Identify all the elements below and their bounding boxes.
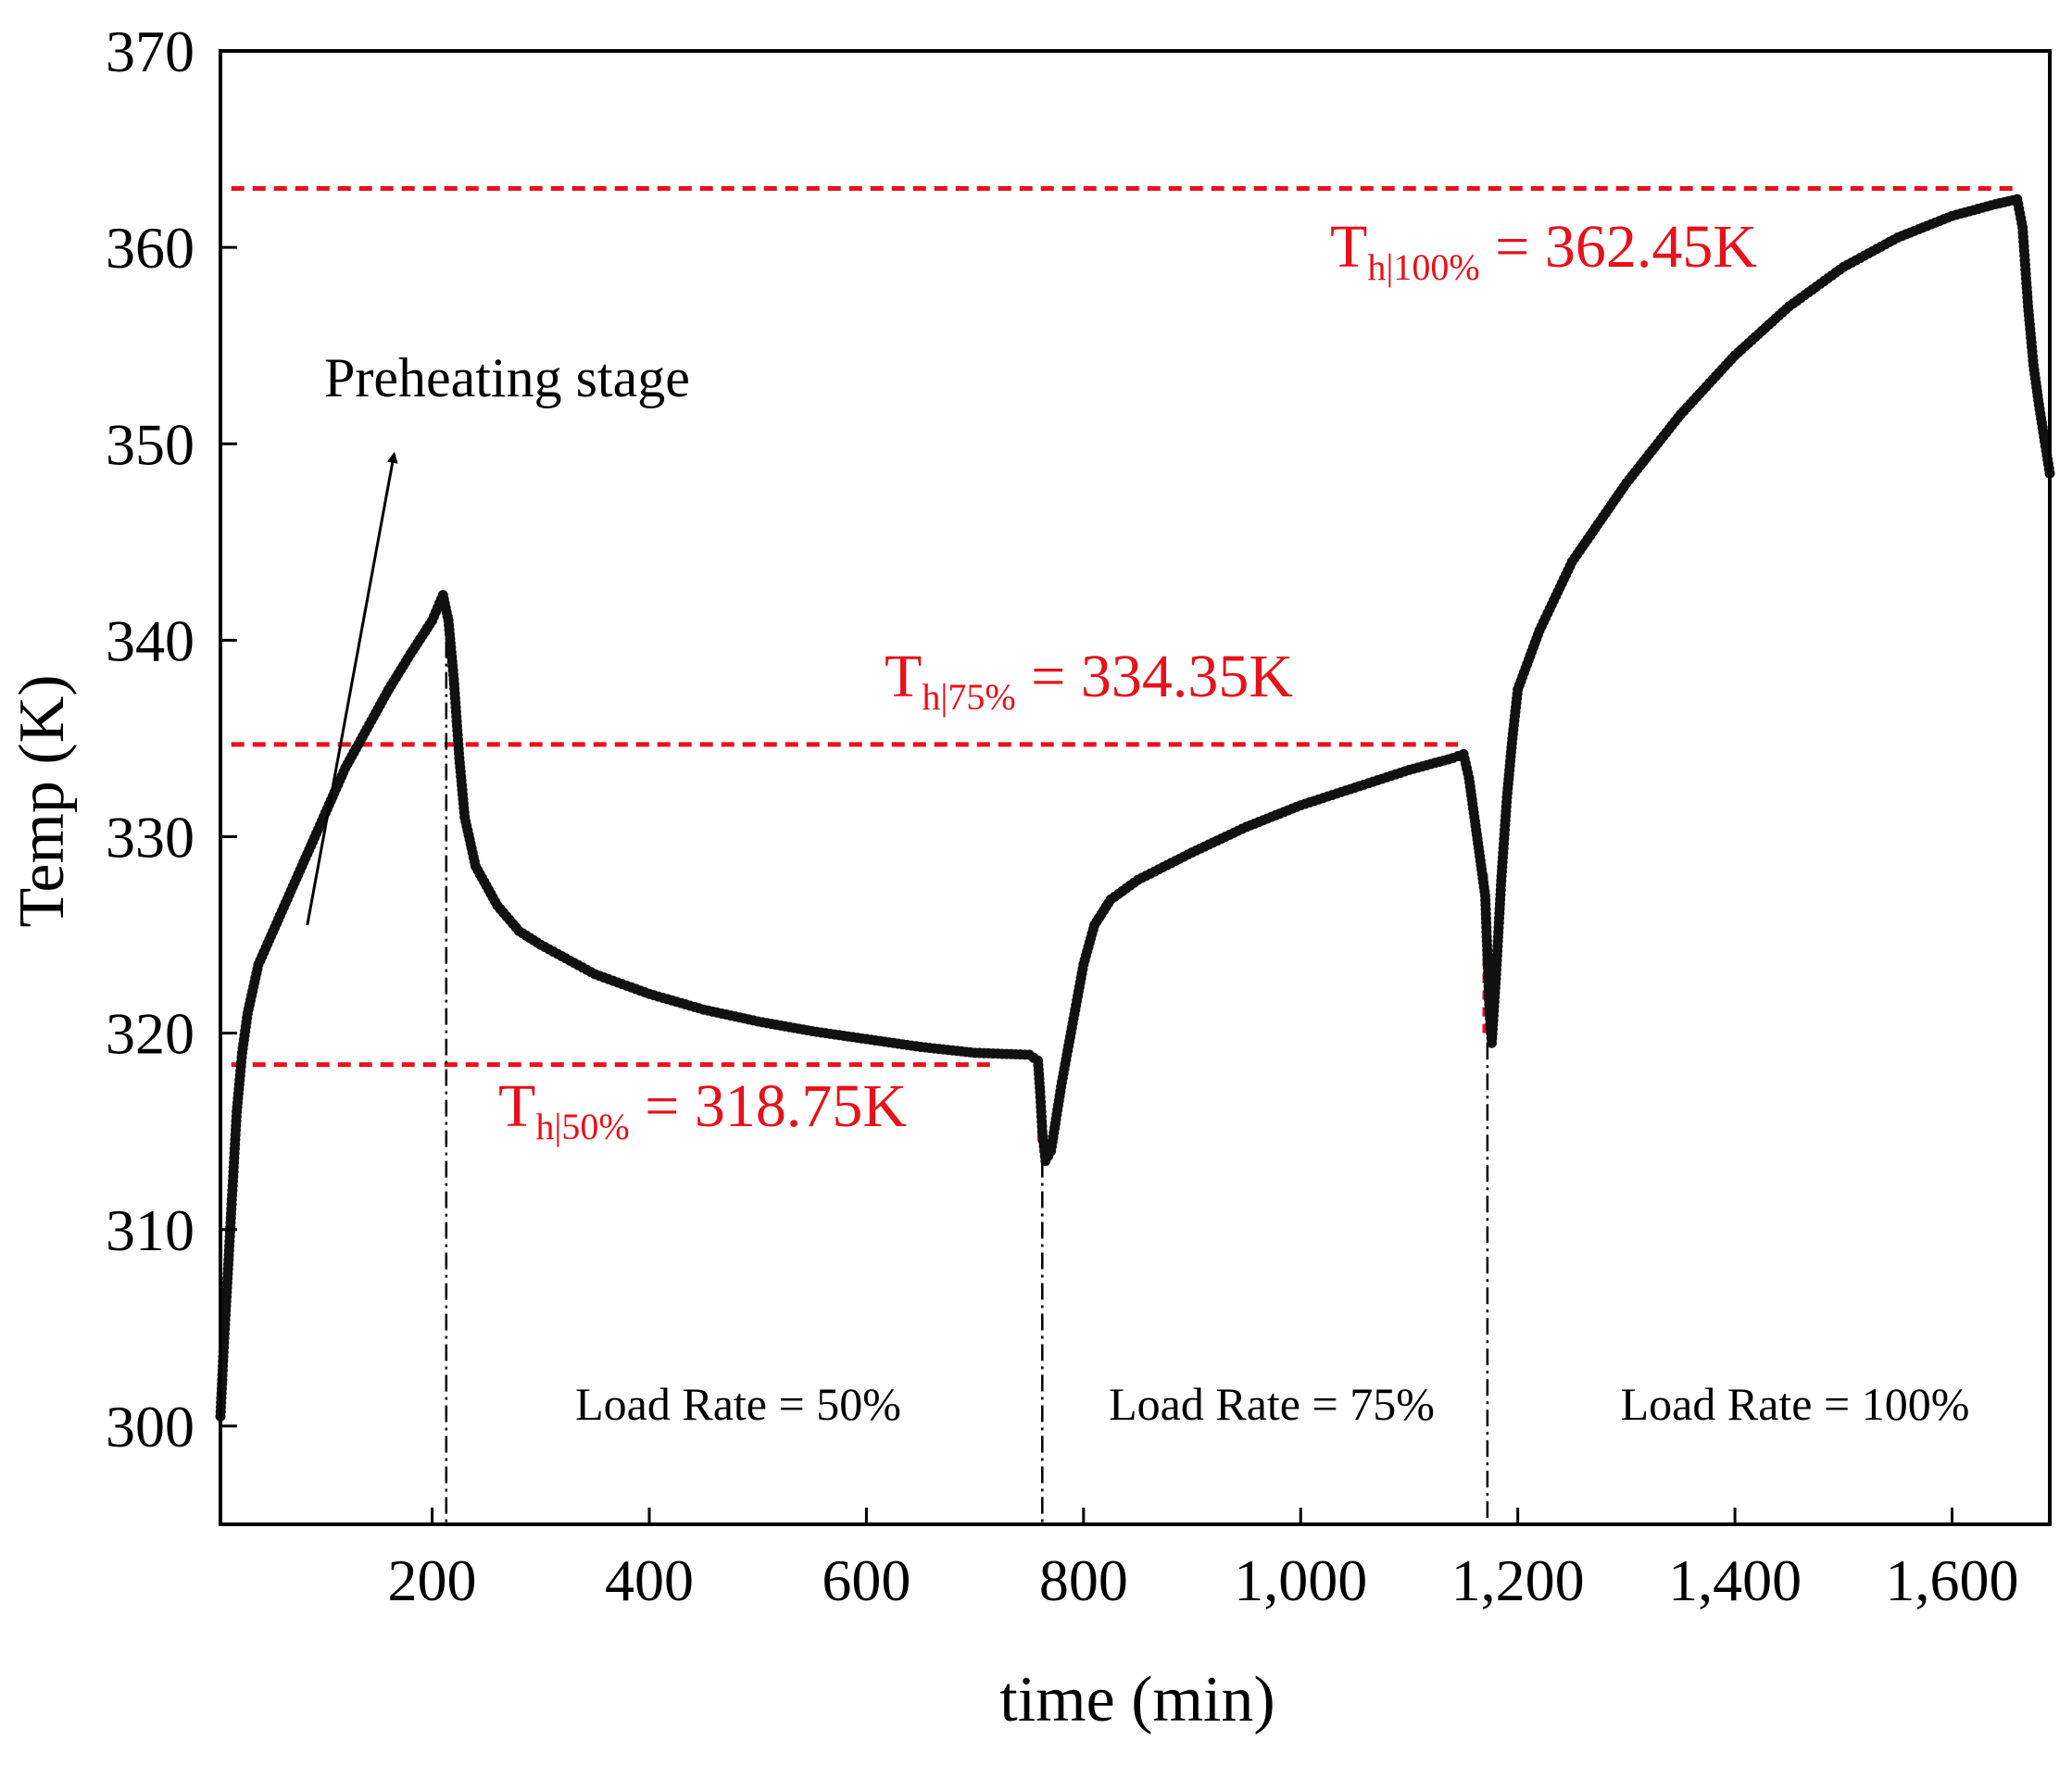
- th-100-label: Th|100% = 362.45K: [1330, 213, 1757, 288]
- region-label-100: Load Rate = 100%: [1621, 1378, 1970, 1430]
- ticks: 200 400 600 800 1,000 1,200 1,400 1,600 300 310 32…: [106, 19, 2019, 1613]
- vertical-markers: [445, 610, 1489, 1524]
- th-50-label: Th|50% = 318.75K: [498, 1072, 907, 1147]
- region-label-50: Load Rate = 50%: [575, 1378, 901, 1430]
- x-tick-label: 600: [822, 1547, 910, 1613]
- preheating-stage-label: Preheating stage: [324, 347, 690, 408]
- y-tick-label: 310: [106, 1197, 195, 1263]
- x-axis-title: time (min): [999, 1664, 1275, 1735]
- x-tick-label: 1,000: [1234, 1547, 1367, 1613]
- x-tick-label: 800: [1039, 1547, 1128, 1613]
- x-tick-label: 1,400: [1668, 1547, 1802, 1613]
- y-tick-label: 350: [106, 411, 195, 477]
- data-points: [215, 194, 2055, 1422]
- plot-frame: [219, 49, 2052, 1526]
- y-axis-title: Temp (K): [6, 674, 78, 927]
- region-label-75: Load Rate = 75%: [1109, 1378, 1435, 1430]
- preheating-arrow: [306, 451, 398, 926]
- x-tick-label: 400: [605, 1547, 694, 1613]
- y-tick-label: 320: [106, 1001, 195, 1067]
- th-75-label: Th|75% = 334.35K: [885, 643, 1293, 718]
- x-tick-label: 1,600: [1886, 1547, 2019, 1613]
- y-tick-label: 340: [106, 607, 195, 673]
- y-tick-label: 300: [106, 1394, 195, 1459]
- x-tick-label: 200: [388, 1547, 477, 1613]
- y-tick-label: 330: [106, 805, 195, 870]
- annotations: time (min) Temp (K) Preheating stage Th|…: [6, 213, 1969, 1735]
- y-tick-label: 360: [106, 215, 195, 281]
- y-tick-label: 370: [106, 19, 195, 84]
- axes: [219, 49, 2052, 1526]
- x-tick-label: 1,200: [1451, 1547, 1585, 1613]
